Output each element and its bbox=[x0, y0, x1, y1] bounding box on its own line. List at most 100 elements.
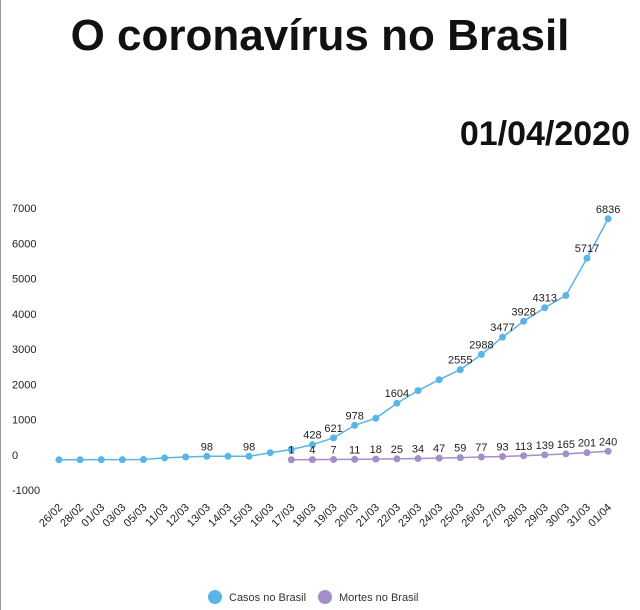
data-point bbox=[435, 376, 443, 384]
x-tick-label: 19/03 bbox=[312, 502, 340, 530]
x-tick-label: 27/03 bbox=[481, 502, 509, 530]
data-label: 11 bbox=[349, 444, 360, 456]
data-point bbox=[435, 454, 443, 462]
data-point bbox=[266, 449, 274, 457]
data-label: 139 bbox=[536, 440, 554, 452]
data-point bbox=[330, 456, 338, 464]
data-label: 6836 bbox=[596, 204, 620, 216]
y-tick-label: 5000 bbox=[12, 274, 36, 286]
x-tick-label: 03/03 bbox=[101, 502, 129, 530]
y-tick-label: -1000 bbox=[12, 485, 40, 497]
data-point bbox=[520, 452, 528, 460]
data-point bbox=[224, 452, 232, 460]
data-point bbox=[414, 455, 422, 463]
data-point bbox=[330, 434, 338, 442]
data-point bbox=[393, 399, 401, 407]
data-label: 25 bbox=[391, 444, 403, 456]
data-point bbox=[287, 445, 295, 453]
data-label: 4 bbox=[309, 445, 315, 457]
data-point bbox=[499, 452, 507, 460]
data-point bbox=[541, 451, 549, 459]
x-tick-label: 30/03 bbox=[544, 502, 572, 530]
x-tick-label: 16/03 bbox=[248, 502, 276, 530]
legend-swatch bbox=[318, 590, 332, 604]
x-tick-label: 23/03 bbox=[396, 502, 424, 530]
x-tick-label: 31/03 bbox=[565, 502, 593, 530]
x-tick-label: 24/03 bbox=[417, 502, 445, 530]
data-point bbox=[562, 291, 570, 299]
data-label: 34 bbox=[412, 444, 424, 456]
data-point bbox=[499, 333, 507, 341]
data-label: 98 bbox=[201, 441, 213, 453]
data-point bbox=[139, 455, 147, 463]
data-point bbox=[520, 317, 528, 325]
y-tick-label: 1000 bbox=[12, 415, 36, 427]
x-tick-label: 15/03 bbox=[227, 502, 255, 530]
data-label: 2555 bbox=[448, 355, 472, 367]
x-tick-label: 13/03 bbox=[185, 502, 213, 530]
data-point bbox=[182, 453, 190, 461]
data-label: 621 bbox=[324, 423, 342, 435]
data-label: 98 bbox=[243, 441, 255, 453]
x-tick-label: 22/03 bbox=[375, 502, 403, 530]
x-tick-label: 28/02 bbox=[58, 502, 86, 530]
data-point bbox=[372, 414, 380, 422]
legend-swatch bbox=[208, 590, 222, 604]
y-tick-label: 6000 bbox=[12, 238, 36, 250]
data-point bbox=[477, 350, 485, 358]
data-point bbox=[541, 304, 549, 312]
data-label: 240 bbox=[599, 436, 617, 448]
data-point bbox=[287, 456, 295, 464]
data-point bbox=[372, 455, 380, 463]
legend-label: Casos no Brasil bbox=[229, 592, 306, 604]
data-point bbox=[308, 441, 316, 449]
data-label: 47 bbox=[433, 443, 445, 455]
data-label: 5717 bbox=[575, 243, 599, 255]
data-point bbox=[118, 456, 126, 464]
chart-subtitle: 01/04/2020 bbox=[460, 115, 630, 153]
x-tick-label: 20/03 bbox=[333, 502, 361, 530]
x-tick-label: 25/03 bbox=[438, 502, 466, 530]
data-label: 7 bbox=[330, 445, 336, 457]
data-point bbox=[456, 366, 464, 374]
x-tick-label: 29/03 bbox=[523, 502, 551, 530]
data-point bbox=[97, 456, 105, 464]
y-tick-label: 0 bbox=[12, 450, 18, 462]
x-tick-label: 17/03 bbox=[269, 502, 297, 530]
data-point bbox=[76, 456, 84, 464]
data-label: 93 bbox=[496, 441, 508, 453]
data-point bbox=[477, 453, 485, 461]
x-tick-label: 14/03 bbox=[206, 502, 234, 530]
x-tick-label: 18/03 bbox=[291, 502, 319, 530]
data-label: 77 bbox=[475, 442, 487, 454]
data-label: 18 bbox=[370, 444, 382, 456]
data-point bbox=[393, 455, 401, 463]
data-point bbox=[203, 452, 211, 460]
y-tick-label: 4000 bbox=[12, 309, 36, 321]
series-line bbox=[291, 450, 609, 461]
data-point bbox=[583, 449, 591, 457]
data-label: 428 bbox=[303, 430, 321, 442]
data-label: 1604 bbox=[385, 388, 409, 400]
x-tick-label: 01/03 bbox=[79, 502, 107, 530]
x-tick-label: 05/03 bbox=[122, 502, 150, 530]
data-point bbox=[604, 215, 612, 223]
data-label: 113 bbox=[515, 441, 533, 453]
data-point bbox=[351, 455, 359, 463]
data-label: 59 bbox=[454, 443, 466, 455]
x-tick-label: 26/02 bbox=[37, 502, 65, 530]
x-tick-label: 21/03 bbox=[354, 502, 382, 530]
data-point bbox=[604, 447, 612, 455]
data-point bbox=[414, 387, 422, 395]
data-point bbox=[351, 421, 359, 429]
data-label: 201 bbox=[578, 438, 596, 450]
y-tick-label: 2000 bbox=[12, 379, 36, 391]
data-point bbox=[55, 456, 63, 464]
data-label: 978 bbox=[346, 410, 364, 422]
data-label: 4313 bbox=[533, 293, 557, 305]
data-point bbox=[245, 452, 253, 460]
data-label: 3477 bbox=[490, 322, 514, 334]
x-tick-label: 01/04 bbox=[586, 502, 614, 530]
data-label: 165 bbox=[557, 439, 575, 451]
